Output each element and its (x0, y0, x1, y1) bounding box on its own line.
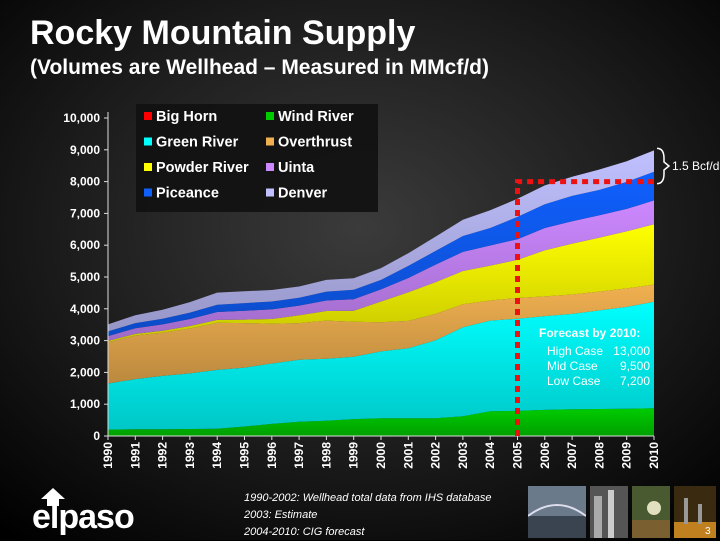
x-tick-label: 1991 (128, 442, 142, 469)
legend-swatch (144, 163, 152, 171)
legend-label: Wind River (278, 109, 354, 125)
logo-flame-icon (41, 488, 65, 506)
x-tick-label: 1997 (292, 442, 306, 469)
legend-swatch (266, 188, 274, 197)
legend-label: Uinta (278, 160, 315, 176)
pipeline-photo (590, 486, 628, 538)
slide-subtitle: (Volumes are Wellhead – Measured in MMcf… (30, 56, 489, 79)
x-tick-label: 1993 (183, 442, 197, 469)
forecast-case-label: Mid Case (547, 359, 598, 373)
refinery-photo (674, 486, 716, 538)
y-tick-label: 2,000 (70, 365, 100, 379)
area-denver (108, 150, 654, 332)
forecast-dashed-line (515, 179, 654, 436)
area-uinta (108, 200, 654, 341)
bracket-shape (656, 147, 671, 185)
y-tick-label: 7,000 (70, 206, 100, 220)
y-tick-label: 3,000 (70, 334, 100, 348)
legend-swatch (266, 163, 274, 171)
elpaso-logo: elpaso (26, 488, 156, 538)
y-tick-label: 5,000 (70, 270, 100, 284)
legend-swatch (144, 188, 152, 197)
slide-title: Rocky Mountain Supply (30, 14, 416, 52)
forecast-case-label: High Case (547, 344, 603, 358)
x-tick-label: 2001 (401, 442, 415, 469)
legend-swatch (144, 112, 152, 120)
legend-label: Big Horn (156, 109, 217, 125)
y-tick-label: 0 (93, 429, 100, 443)
x-tick-label: 2005 (511, 442, 525, 469)
x-tick-label: 1994 (210, 442, 224, 469)
legend-swatch (266, 112, 274, 120)
forecast-case-label: Low Case (547, 374, 601, 388)
forecast-case-value: 13,000 (613, 344, 650, 358)
legend-label: Powder River (156, 160, 249, 176)
photo-strip (528, 486, 716, 538)
legend-label: Overthrust (278, 135, 352, 151)
legend-swatch (266, 137, 274, 146)
x-tick-label: 2009 (620, 442, 634, 469)
footnote-2: 2003: Estimate (244, 509, 318, 521)
y-tick-label: 4,000 (70, 302, 100, 316)
legend-label: Green River (156, 135, 239, 151)
footnote-3: 2004-2010: CIG forecast (244, 526, 365, 538)
legend-label: Piceance (156, 186, 219, 202)
footnotes: 1990-2002: Wellhead total data from IHS … (244, 490, 491, 541)
forecast-case-value: 7,200 (620, 374, 650, 388)
x-tick-label: 1992 (156, 442, 170, 469)
supply-area-chart: 0 1,000 2,000 3,000 4,000 5,000 6,000 7,000 8,00… (63, 104, 719, 469)
bracket-label: 1.5 Bcf/d (672, 159, 719, 173)
x-tick-label: 1996 (265, 442, 279, 469)
x-tick-label: 2008 (592, 442, 606, 469)
forecast-title: Forecast by 2010: (539, 326, 640, 340)
bridge-photo (528, 486, 586, 538)
x-tick-label: 1999 (347, 442, 361, 469)
x-tick-label: 2004 (483, 442, 497, 469)
legend-swatch (144, 137, 152, 146)
y-tick-label: 10,000 (63, 111, 100, 125)
x-tick-label: 2000 (374, 442, 388, 469)
x-tick-label: 1995 (238, 442, 252, 469)
x-tick-label: 1990 (101, 442, 115, 469)
footnote-1: 1990-2002: Wellhead total data from IHS … (244, 492, 492, 504)
x-tick-label: 1998 (319, 442, 333, 469)
area-piceance (108, 171, 654, 337)
forecast-case-value: 9,500 (620, 359, 650, 373)
area-powder-river (108, 224, 654, 343)
x-tick-label: 2007 (565, 442, 579, 469)
area-wind-river (108, 408, 654, 436)
y-tick-label: 1,000 (70, 397, 100, 411)
legend-box (136, 104, 378, 212)
x-tick-label: 2006 (538, 442, 552, 469)
page-number: 3 (705, 526, 711, 537)
x-tick-label: 2002 (429, 442, 443, 469)
legend-label: Denver (278, 186, 328, 202)
x-tick-label: 2003 (456, 442, 470, 469)
logo-wordmark: elpaso (32, 498, 135, 536)
y-tick-label: 8,000 (70, 175, 100, 189)
y-tick-label: 6,000 (70, 238, 100, 252)
plant-photo (632, 486, 670, 538)
y-tick-label: 9,000 (70, 143, 100, 157)
x-tick-label: 2010 (647, 442, 661, 469)
